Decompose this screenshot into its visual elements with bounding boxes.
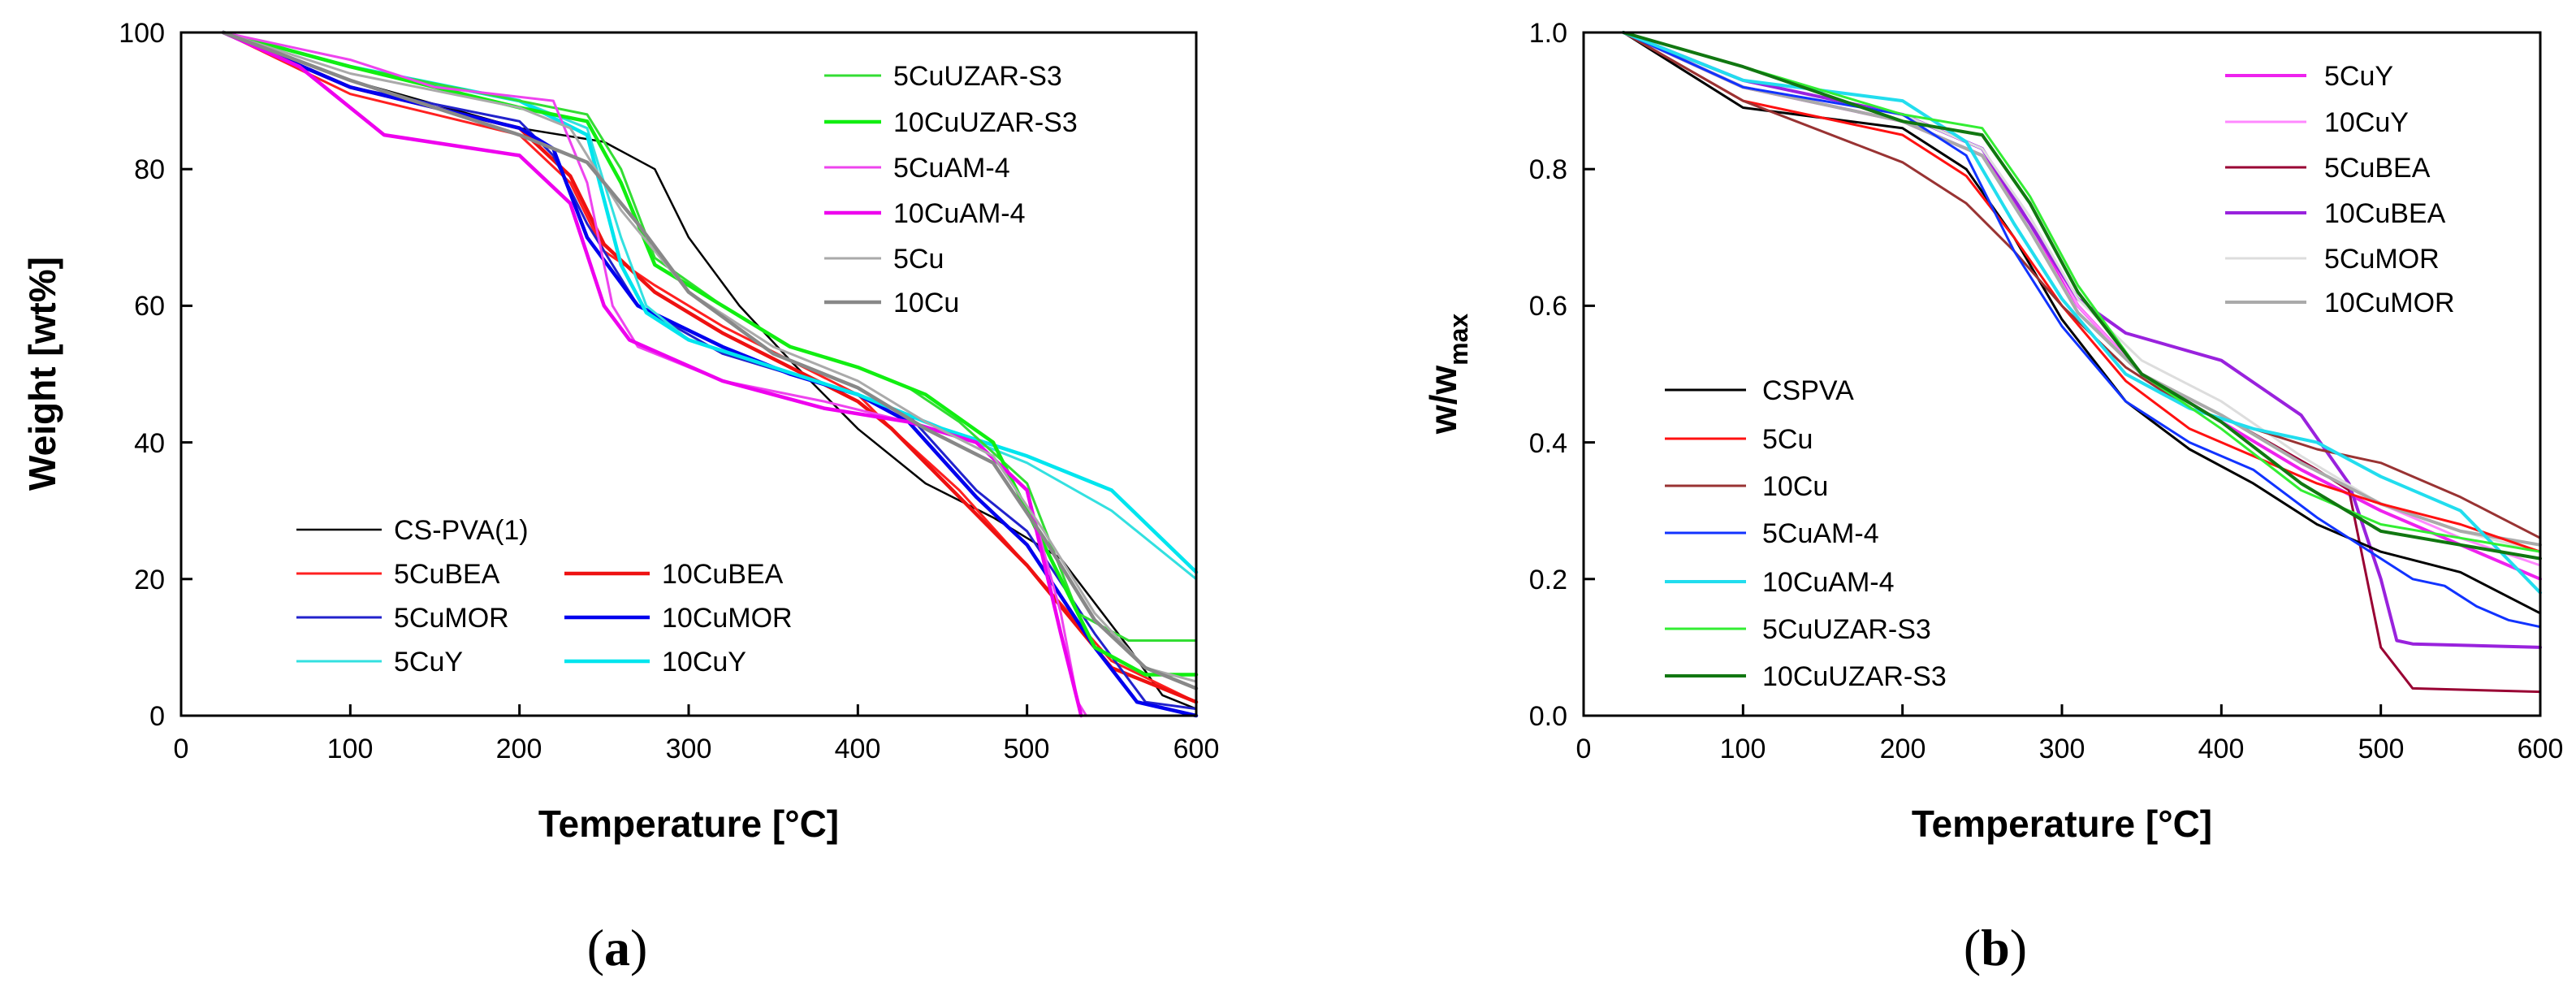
legend-label: 10Cu (893, 288, 959, 318)
series-line-10CuAM-4 (221, 30, 1083, 718)
panel-b-y-tick-label: 0.6 (1529, 291, 1567, 322)
legend-label: 10CuMOR (662, 603, 793, 634)
legend-label: 5Cu (1762, 424, 1813, 455)
panel-a-y-tick-label: 20 (134, 565, 165, 595)
panel-a-x-tick-labels: 0 100 200 300 400 500 600 (174, 734, 1220, 764)
panel-a-caption: (a) (587, 919, 648, 976)
legend-label: 10CuUZAR-S3 (893, 107, 1078, 138)
panel-b-y-tick-label: 0.0 (1529, 701, 1567, 732)
panel-b-caption: (b) (1964, 919, 2027, 976)
series-line-10CuAM-4 (1622, 31, 2542, 595)
panel-a-legend-top: 5CuUZAR-S3 10CuUZAR-S3 5CuAM-4 10CuAM-4 … (824, 61, 1078, 318)
series-line-5CuUZAR-S3 (1622, 31, 2542, 553)
panel-b-x-tick-label: 200 (1880, 734, 1926, 764)
panel-a-y-tick-label: 80 (134, 154, 165, 185)
series-line-5CuAM-4 (1622, 31, 2542, 629)
panel-a-x-tick-label: 600 (1173, 734, 1220, 764)
legend-label: 10Cu (1762, 471, 1828, 502)
series-line-10Cu (221, 30, 1199, 690)
series-line-5Cu (1622, 31, 2542, 553)
panel-a-x-tick-label: 300 (666, 734, 712, 764)
panel-b-x-tick-label: 100 (1720, 734, 1766, 764)
panel-a-y-tick-labels: 0 20 40 60 80 100 (119, 18, 165, 732)
legend-label: 5CuMOR (394, 603, 509, 634)
series-line-10CuUZAR-S3 (1622, 31, 2542, 561)
series-line-10CuBEA (221, 30, 1199, 704)
panel-b-x-tick-label: 500 (2358, 734, 2405, 764)
panel-b-caption-letter: b (1981, 919, 2010, 976)
panel-a-caption-letter: a (604, 919, 630, 976)
panel-a-x-axis-title: Temperature [°C] (538, 803, 839, 845)
legend-label: 5CuAM-4 (893, 153, 1010, 184)
legend-label: 5CuBEA (394, 559, 500, 590)
panel-b-x-tick-labels: 0 100 200 300 400 500 600 (1576, 734, 2564, 764)
panel-b-legend-top: 5CuY 10CuY 5CuBEA 10CuBEA 5CuMOR 10CuMOR (2225, 61, 2455, 318)
legend-label: 5CuBEA (2324, 153, 2431, 184)
legend-label: 10CuBEA (2324, 198, 2446, 229)
panel-a-y-tick-label: 40 (134, 428, 165, 459)
panel-b-y-tick-label: 0.8 (1529, 154, 1567, 185)
legend-label: 10CuMOR (2324, 288, 2455, 318)
legend-label: 5CuUZAR-S3 (1762, 614, 1931, 645)
panel-a-y-tick-label: 60 (134, 291, 165, 322)
legend-label: 10CuAM-4 (1762, 567, 1895, 598)
legend-label: 5Cu (893, 244, 944, 275)
panel-a-x-tick-label: 100 (327, 734, 374, 764)
panel-b-y-axis-title-sub: max (1444, 314, 1473, 366)
panel-a-y-axis-title: Weight [wt%] (21, 257, 63, 491)
panel-b-y-tick-label: 0.4 (1529, 428, 1567, 459)
panel-a-ticks (179, 31, 1198, 717)
panel-b-y-tick-label: 1.0 (1529, 18, 1567, 49)
panel-a-y-tick-label: 100 (119, 18, 165, 49)
panel-a-legend-bottom: CS-PVA(1) 5CuBEA 10CuBEA 5CuMOR 10CuMOR … (296, 515, 793, 677)
panel-a: 0 100 200 300 400 500 600 0 20 40 60 80 … (21, 18, 1219, 976)
panel-a-x-tick-label: 400 (835, 734, 881, 764)
panel-b-x-tick-label: 300 (2039, 734, 2085, 764)
legend-label: 5CuAM-4 (1762, 518, 1879, 549)
series-line-5Cu (222, 31, 1198, 683)
legend-label: 10CuBEA (662, 559, 784, 590)
legend-label: 5CuY (2324, 61, 2393, 92)
legend-label: 10CuAM-4 (893, 198, 1026, 229)
panel-b-ticks (1582, 31, 2542, 717)
panel-b-y-axis-title: w/wmax (1422, 314, 1473, 435)
panel-a-x-tick-label: 0 (174, 734, 189, 764)
panel-b-x-tick-label: 600 (2518, 734, 2564, 764)
panel-b-y-tick-labels: 0.0 0.2 0.4 0.6 0.8 1.0 (1529, 18, 1567, 732)
panel-a-y-tick-label: 0 (149, 701, 165, 732)
legend-label: 5CuMOR (2324, 244, 2440, 275)
panel-b: 0 100 200 300 400 500 600 0.0 0.2 0.4 0.… (1422, 18, 2563, 976)
legend-label: 10CuY (662, 647, 746, 677)
panel-b-x-axis-title: Temperature [°C] (1912, 803, 2212, 845)
panel-b-legend-bottom: CSPVA 5Cu 10Cu 5CuAM-4 10CuAM-4 5CuUZAR-… (1665, 375, 1947, 692)
panel-b-y-tick-label: 0.2 (1529, 565, 1567, 595)
legend-label: CSPVA (1762, 375, 1854, 406)
panel-b-series-group (1622, 31, 2542, 694)
panel-a-x-tick-label: 500 (1004, 734, 1050, 764)
panel-b-y-axis-title-main: w/w (1422, 366, 1464, 435)
legend-label: 5CuY (394, 647, 463, 677)
panel-a-x-tick-label: 200 (496, 734, 542, 764)
series-line-10Cu (1622, 31, 2542, 539)
panel-b-x-tick-label: 400 (2198, 734, 2245, 764)
panel-a-series-group (221, 30, 1199, 718)
legend-label: CS-PVA(1) (394, 515, 529, 546)
panel-b-x-tick-label: 0 (1576, 734, 1592, 764)
legend-label: 10CuY (2324, 107, 2409, 138)
legend-label: 5CuUZAR-S3 (893, 61, 1062, 92)
series-line-10CuUZAR-S3 (221, 30, 1199, 677)
legend-label: 10CuUZAR-S3 (1762, 661, 1947, 692)
